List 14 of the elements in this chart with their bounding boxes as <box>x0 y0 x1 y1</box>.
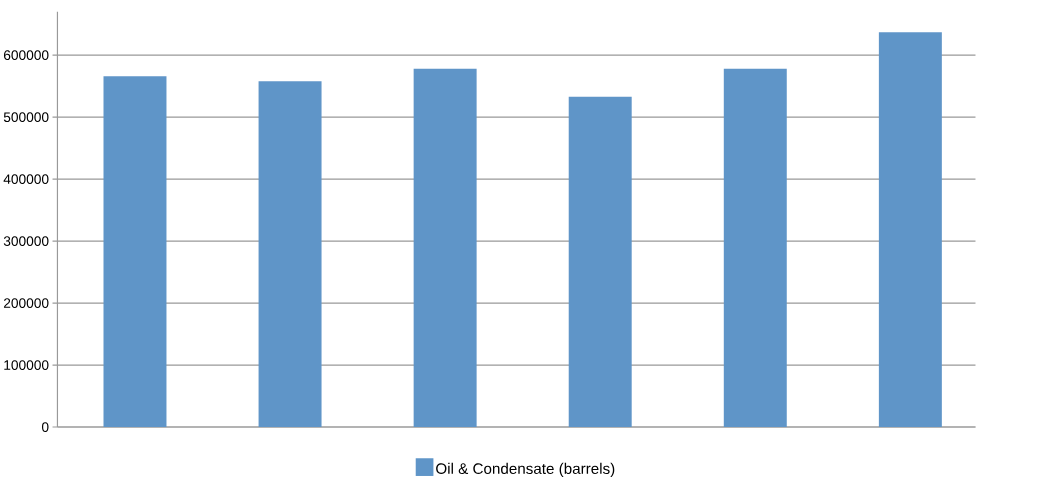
y-tick-label: 0 <box>41 422 49 432</box>
y-tick-label: 600000 <box>3 50 49 61</box>
bar <box>878 32 942 428</box>
bar <box>568 96 632 428</box>
legend-label: Oil & Condensate (barrels) <box>436 462 615 477</box>
y-tick-label: 300000 <box>3 236 49 246</box>
bar <box>723 68 787 428</box>
y-tick-label: 400000 <box>3 174 49 184</box>
y-tick-label: 500000 <box>3 112 49 123</box>
y-tick-label: 100000 <box>4 360 49 370</box>
y-tick-label: 200000 <box>3 298 49 308</box>
bar <box>103 76 167 428</box>
bar <box>258 81 322 428</box>
bar <box>413 68 477 428</box>
